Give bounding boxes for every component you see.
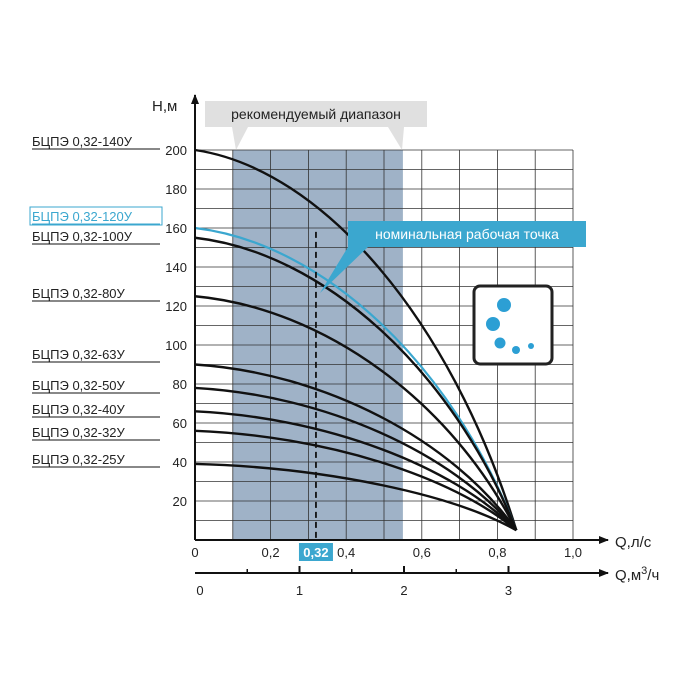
- curve-0-32-80: [194, 295, 518, 531]
- y-tick-label: 180: [165, 182, 187, 197]
- curve-0-32-25: [194, 462, 517, 532]
- bubbles-icon: [472, 284, 554, 366]
- range-pointer-left: [232, 127, 248, 150]
- curve-label: БЦПЭ 0,32-50У: [32, 378, 126, 393]
- curve-label: БЦПЭ 0,32-25У: [32, 452, 126, 467]
- nominal-point-label-box: [348, 221, 586, 247]
- curve-label: БЦПЭ 0,32-100У: [32, 229, 133, 244]
- y-tick-label: 40: [173, 455, 187, 470]
- curve-label: БЦПЭ 0,32-63У: [32, 347, 126, 362]
- curve-0-32-140: [194, 148, 518, 531]
- x-tick-label: 0,6: [413, 545, 431, 560]
- x2-tick-label: 2: [400, 583, 407, 598]
- x2-axis-label-main: Q,м: [615, 567, 641, 584]
- curve-label-highlight-box: [29, 206, 163, 226]
- y-tick-label: 120: [165, 299, 187, 314]
- x2-axis-label-sup: 3: [641, 565, 647, 577]
- curve-label: БЦПЭ 0,32-40У: [32, 402, 126, 417]
- curve-label: БЦПЭ 0,32-32У: [32, 425, 126, 440]
- y-tick-label: 160: [165, 221, 187, 236]
- curve-0-32-100: [194, 236, 518, 531]
- x-axis-label: Q,л/с: [615, 534, 652, 551]
- pump-curves: [194, 148, 518, 532]
- x-tick-label: 0: [191, 545, 198, 560]
- y-tick-label: 20: [173, 494, 187, 509]
- highlight-tick-label: 0,32: [303, 545, 328, 560]
- x2-axis-label-suffix: /ч: [647, 567, 659, 584]
- x2-tick-label: 0: [196, 583, 203, 598]
- x2-axis-label: Q,м3/ч: [615, 565, 659, 584]
- curve-labels: БЦПЭ 0,32-140У БЦПЭ 0,32-120У БЦПЭ 0,32-10…: [29, 134, 163, 468]
- recommended-range-label-box: [205, 101, 427, 127]
- y-tick-label: 80: [173, 377, 187, 392]
- y-tick-label: 200: [165, 143, 187, 158]
- x-tick-label: 0,8: [488, 545, 506, 560]
- curve-label: БЦПЭ 0,32-120У: [32, 209, 133, 224]
- curve-0-32-32: [194, 429, 518, 532]
- x-tick-label: 1,0: [564, 545, 582, 560]
- nominal-point-pointer: [320, 247, 368, 293]
- y-axis-label: Н,м: [152, 98, 177, 115]
- y-tick-label: 100: [165, 338, 187, 353]
- recommended-range-label: рекомендуемый диапазон: [231, 106, 401, 122]
- y-tick-label: 140: [165, 260, 187, 275]
- curve-0-32-63: [194, 363, 518, 531]
- curve-0-32-50: [194, 386, 518, 532]
- highlight-tick-box: [298, 543, 333, 561]
- y-tick-label: 60: [173, 416, 187, 431]
- recommended-range-label-group: рекомендуемый диапазон: [205, 101, 427, 150]
- nominal-point-label: номинальная рабочая точка: [375, 226, 559, 242]
- x2-tick-label: 1: [296, 583, 303, 598]
- curve-0-32-40: [194, 410, 518, 532]
- axes: [191, 94, 609, 577]
- x2-tick-label: 3: [505, 583, 512, 598]
- x-tick-label: 0,2: [262, 545, 280, 560]
- nominal-point-callout: номинальная рабочая точка: [320, 221, 586, 293]
- curve-label: БЦПЭ 0,32-80У: [32, 286, 126, 301]
- range-pointer-right: [388, 127, 404, 150]
- curve-label: БЦПЭ 0,32-140У: [32, 134, 133, 149]
- x-tick-label: 0,4: [337, 545, 355, 560]
